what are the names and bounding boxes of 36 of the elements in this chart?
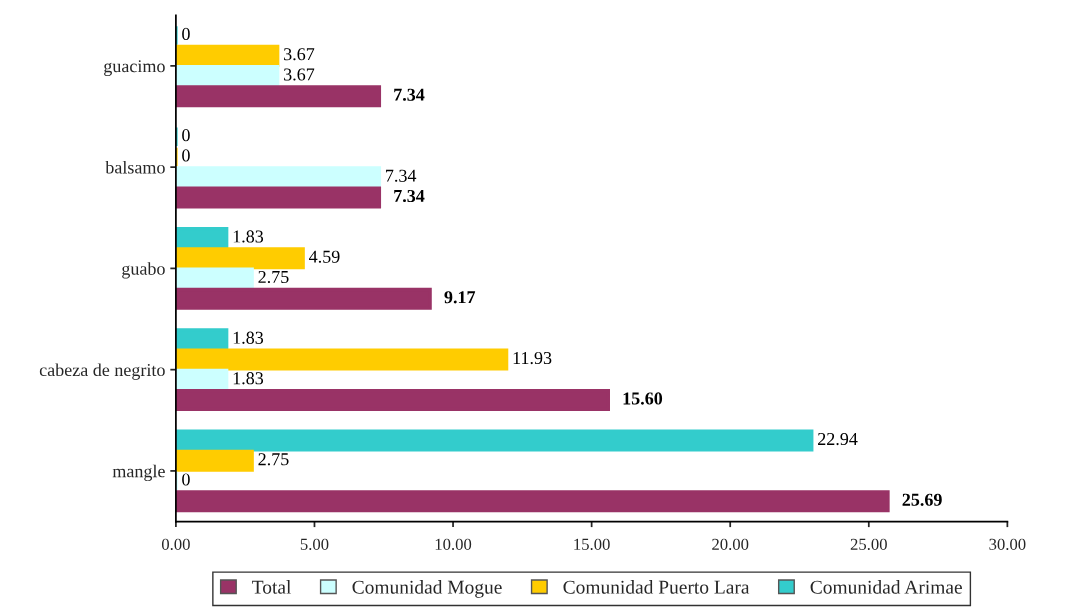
data-label: 7.34 <box>394 88 425 101</box>
x-tick-label: 25.00 <box>850 538 887 551</box>
y-tick-label: cabeza de negrito <box>39 363 165 380</box>
x-tick-label: 0.00 <box>161 538 190 551</box>
y-tick-label: guacimo <box>104 60 165 77</box>
x-tick-label: 5.00 <box>300 538 329 551</box>
data-label: 11.93 <box>513 351 552 365</box>
y-tick-label: balsamo <box>105 160 165 174</box>
data-label: 0 <box>182 473 190 486</box>
legend-label: Total <box>252 580 292 594</box>
x-tick-label: 15.00 <box>574 538 610 551</box>
data-label: 22.94 <box>818 432 858 446</box>
data-label: 3.67 <box>284 48 315 61</box>
x-tick-label: 30.00 <box>989 538 1026 551</box>
data-label: 1.83 <box>233 331 264 344</box>
data-label: 0 <box>182 129 190 142</box>
legend-label: Comunidad Arimae <box>810 580 962 594</box>
data-label: 4.59 <box>309 250 340 263</box>
y-tick-label: mangle <box>112 464 165 482</box>
x-tick-label: 10.00 <box>435 538 472 551</box>
y-tick-label: guabo <box>122 262 165 279</box>
data-label: 1.83 <box>233 372 264 385</box>
data-label: 2.75 <box>258 453 289 466</box>
data-label: 0 <box>182 27 190 41</box>
data-label: 2.75 <box>258 270 289 284</box>
data-label: 9.17 <box>444 291 476 304</box>
data-label: 7.34 <box>386 169 417 182</box>
data-label: 15.60 <box>623 392 663 405</box>
data-label: 1.83 <box>233 230 264 243</box>
legend-label: Comunidad Mogue <box>352 580 502 598</box>
data-label: 3.67 <box>284 68 315 81</box>
data-label: 0 <box>182 149 190 162</box>
x-tick-label: 20.00 <box>712 538 749 551</box>
data-label: 7.34 <box>394 189 425 203</box>
legend-label: Comunidad Puerto Lara <box>563 580 750 594</box>
data-label: 25.69 <box>902 493 942 506</box>
